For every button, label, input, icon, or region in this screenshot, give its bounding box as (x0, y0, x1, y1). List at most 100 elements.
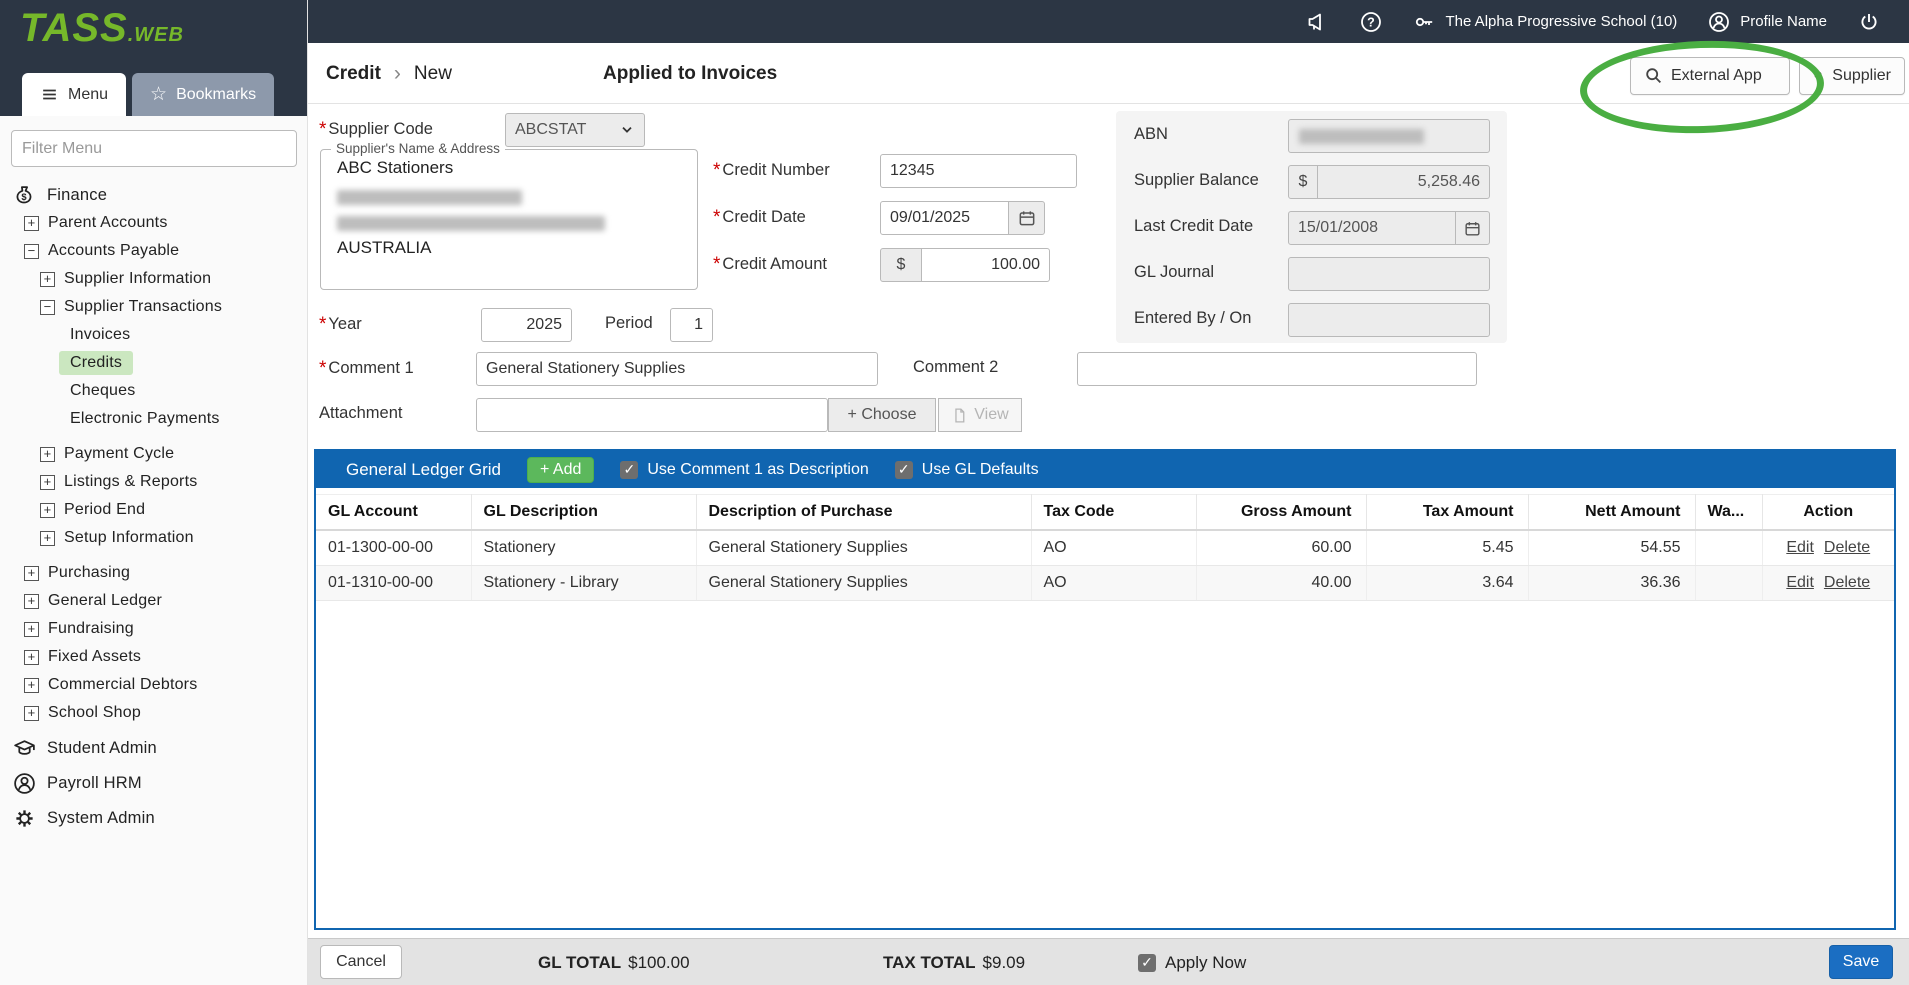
checkbox-checked-icon[interactable]: ✓ (894, 460, 913, 479)
sidebar-item-invoices[interactable]: Invoices (0, 321, 307, 349)
sidebar-item-system-admin[interactable]: System Admin (0, 804, 307, 832)
profile-name: Profile Name (1740, 13, 1827, 30)
cell-gl-account: 01-1300-00-00 (316, 530, 472, 566)
expand-icon[interactable]: + (24, 621, 39, 637)
sidebar-item-supplier-information[interactable]: + Supplier Information (0, 265, 307, 293)
sidebar-item-period-end[interactable]: + Period End (0, 496, 307, 524)
sidebar-item-fixed-assets[interactable]: + Fixed Assets (0, 643, 307, 671)
expand-icon[interactable]: + (24, 593, 39, 609)
tab-menu[interactable]: Menu (22, 73, 127, 116)
sidebar-item-label: Commercial Debtors (48, 676, 198, 693)
column-header-gl-description: GL Description (471, 494, 697, 531)
attachment-choose-button[interactable]: + Choose (828, 398, 936, 432)
tab-bookmarks[interactable]: ☆ Bookmarks (132, 73, 275, 116)
add-gl-line-button[interactable]: + Add (526, 456, 595, 483)
key-icon (1415, 17, 1432, 26)
school-selector[interactable]: The Alpha Progressive School (10) (1413, 10, 1677, 34)
last-credit-date-calendar-button[interactable] (1455, 211, 1490, 245)
cell-tax-amount: 3.64 (1366, 565, 1529, 601)
sidebar-item-accounts-payable[interactable]: − Accounts Payable (0, 237, 307, 265)
sidebar-item-school-shop[interactable]: + School Shop (0, 699, 307, 727)
page-title: Applied to Invoices (603, 62, 778, 84)
expand-icon[interactable]: + (40, 530, 55, 546)
sidebar-item-commercial-debtors[interactable]: + Commercial Debtors (0, 671, 307, 699)
sidebar-item-supplier-transactions[interactable]: − Supplier Transactions (0, 293, 307, 321)
column-header-gl-account: GL Account (316, 494, 472, 531)
year-input[interactable] (481, 308, 572, 342)
attachment-view-button[interactable]: View (938, 398, 1022, 432)
expand-icon[interactable]: + (40, 474, 55, 490)
expand-icon[interactable]: + (24, 565, 39, 581)
last-credit-date-input (1288, 211, 1456, 245)
expand-icon[interactable]: + (40, 502, 55, 518)
logout-icon[interactable] (1857, 10, 1881, 34)
sidebar-item-setup-information[interactable]: + Setup Information (0, 524, 307, 552)
help-icon[interactable]: ? (1359, 10, 1383, 34)
supplier-search-button[interactable]: Supplier (1799, 57, 1905, 95)
supplier-code-dropdown[interactable]: ABCSTAT (505, 113, 645, 147)
sidebar-item-parent-accounts[interactable]: + Parent Accounts (0, 209, 307, 237)
collapse-icon[interactable]: − (24, 243, 39, 259)
sidebar-item-label: Accounts Payable (48, 242, 180, 259)
breadcrumb-root[interactable]: Credit (326, 62, 381, 84)
external-app-button[interactable]: External App (1630, 57, 1790, 95)
credit-date-calendar-button[interactable] (1008, 201, 1045, 235)
table-row: 01-1310-00-00 Stationery - Library General… (316, 565, 1894, 601)
collapse-icon[interactable]: − (40, 299, 55, 315)
expand-icon[interactable]: + (40, 271, 55, 287)
redacted-address-line-2 (337, 216, 605, 231)
checkbox-checked-icon[interactable]: ✓ (1138, 953, 1156, 972)
sidebar-item-listings-reports[interactable]: + Listings & Reports (0, 468, 307, 496)
sidebar-item-label: Listings & Reports (64, 473, 198, 490)
expand-icon[interactable]: + (24, 677, 39, 693)
sidebar-item-fundraising[interactable]: + Fundraising (0, 615, 307, 643)
tass-logo: TASS.WEB (20, 6, 184, 50)
sidebar-item-label: Setup Information (64, 529, 194, 546)
filter-menu-input[interactable] (11, 130, 297, 167)
sidebar-item-general-ledger[interactable]: + General Ledger (0, 587, 307, 615)
sidebar-item-label: Invoices (70, 326, 131, 343)
sidebar-item-label: Fundraising (48, 620, 134, 637)
expand-icon[interactable]: + (24, 649, 39, 665)
gear-icon (12, 806, 37, 831)
delete-link[interactable]: Delete (1823, 574, 1871, 591)
use-gl-defaults-option: ✓ Use GL Defaults (894, 460, 1039, 479)
credit-number-input[interactable] (880, 154, 1077, 188)
period-input[interactable] (670, 308, 713, 342)
sidebar-item-electronic-payments[interactable]: Electronic Payments (0, 405, 307, 433)
comment2-input[interactable] (1077, 352, 1477, 386)
cancel-button[interactable]: Cancel (320, 945, 402, 979)
sidebar-item-credits[interactable]: Credits (0, 349, 307, 377)
calendar-icon (1465, 221, 1480, 236)
sidebar-item-label: Supplier Information (64, 270, 212, 287)
apply-now-option: ✓ Apply Now (1138, 939, 1246, 985)
sidebar-item-purchasing[interactable]: + Purchasing (0, 559, 307, 587)
column-header-description-of-purchase: Description of Purchase (696, 494, 1032, 531)
checkbox-checked-icon[interactable]: ✓ (620, 460, 639, 479)
cell-nett-amount: 36.36 (1528, 565, 1696, 601)
announcements-icon[interactable] (1305, 10, 1329, 34)
sidebar-item-student-admin[interactable]: Student Admin (0, 734, 307, 762)
credit-amount-label: * Credit Amount (713, 254, 827, 275)
comment2-label: Comment 2 (913, 358, 999, 376)
sidebar-item-payment-cycle[interactable]: + Payment Cycle (0, 440, 307, 468)
attachment-input[interactable] (476, 398, 828, 432)
expand-icon[interactable]: + (40, 446, 55, 462)
profile-menu[interactable]: Profile Name (1707, 10, 1827, 34)
credit-amount-input[interactable] (921, 248, 1050, 282)
comment1-input[interactable] (476, 352, 878, 386)
edit-link[interactable]: Edit (1786, 539, 1814, 556)
sidebar-item-payroll-hrm[interactable]: Payroll HRM (0, 769, 307, 797)
top-bar: ? The Alpha Progressive School (10) Prof… (0, 0, 1909, 43)
sidebar-item-label: Student Admin (47, 738, 157, 757)
star-icon: ☆ (150, 84, 168, 105)
delete-link[interactable]: Delete (1823, 539, 1871, 556)
expand-icon[interactable]: + (24, 215, 39, 231)
save-button[interactable]: Save (1829, 945, 1893, 979)
sidebar-item-cheques[interactable]: Cheques (0, 377, 307, 405)
sidebar-item-finance[interactable]: $ Finance (0, 181, 307, 209)
expand-icon[interactable]: + (24, 705, 39, 721)
sidebar-item-label: Parent Accounts (48, 214, 168, 231)
credit-date-input[interactable] (880, 201, 1009, 235)
edit-link[interactable]: Edit (1786, 574, 1814, 591)
